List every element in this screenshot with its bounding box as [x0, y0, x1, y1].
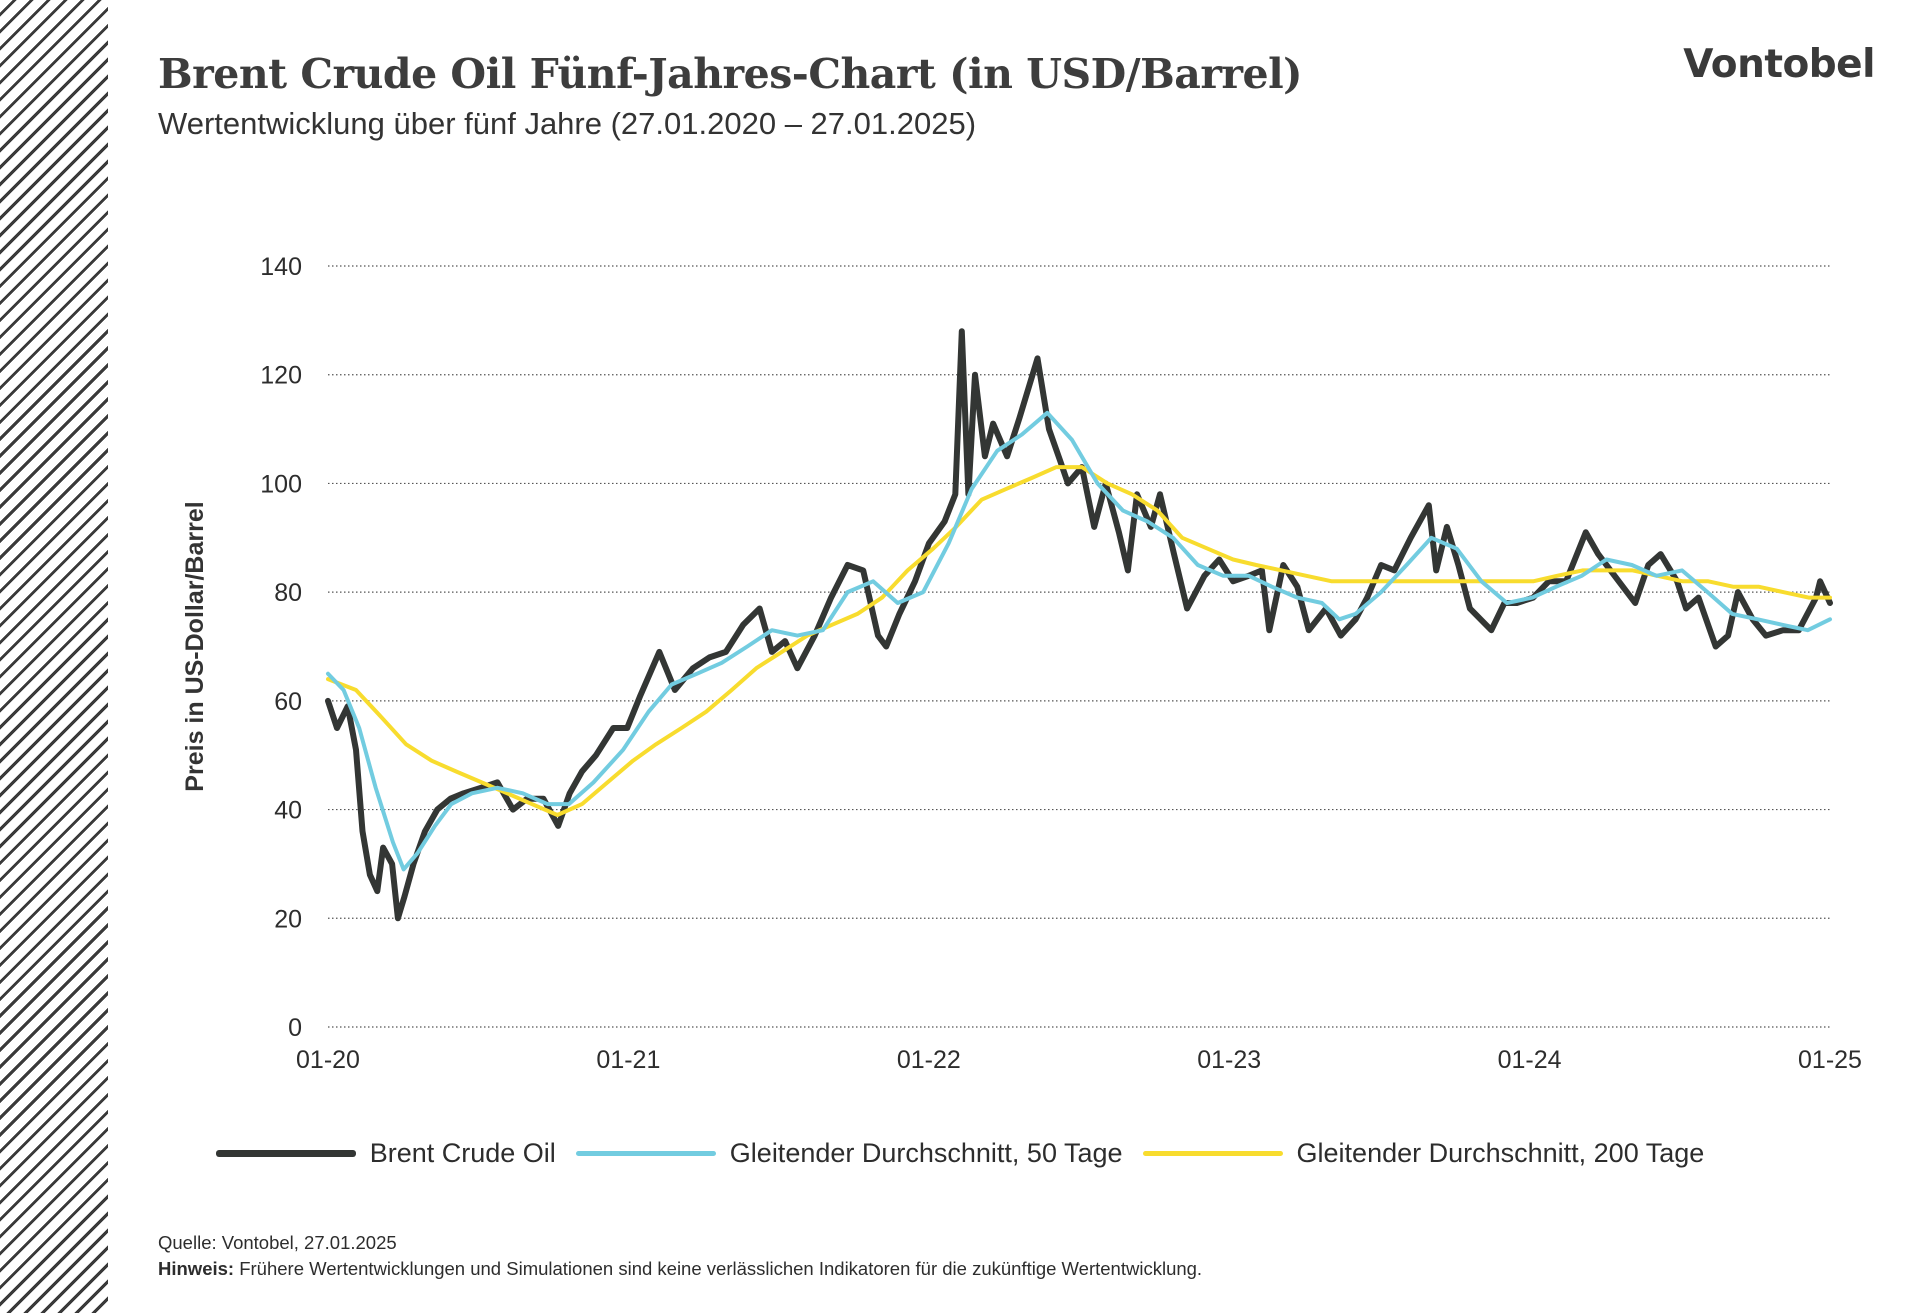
legend-swatch-ma200: [1142, 1151, 1283, 1156]
legend-label-ma50: Gleitender Durchschnitt, 50 Tage: [729, 1138, 1123, 1168]
legend-swatch-ma50: [575, 1151, 716, 1156]
vontobel-logo: Vontobel: [1683, 42, 1875, 87]
disclaimer-line: Hinweis: Frühere Wertentwicklungen und S…: [158, 1256, 1202, 1282]
y-tick-label: 120: [260, 362, 302, 390]
hatched-side-band: [0, 0, 108, 1313]
x-tick-label: 01-25: [1798, 1046, 1862, 1074]
x-tick-label: 01-22: [897, 1046, 961, 1074]
legend-swatch-brent: [215, 1150, 356, 1157]
y-tick-label: 60: [274, 688, 302, 716]
x-tick-label: 01-21: [596, 1046, 660, 1074]
x-tick-label: 01-20: [296, 1046, 360, 1074]
note-text: Frühere Wertentwicklungen und Simulation…: [239, 1258, 1203, 1279]
y-tick-label: 100: [260, 470, 302, 498]
note-label: Hinweis:: [158, 1258, 235, 1279]
legend-label-brent: Brent Crude Oil: [369, 1138, 556, 1168]
y-tick-label: 140: [260, 253, 302, 281]
y-tick-label: 80: [274, 579, 302, 607]
series-line-brent: [325, 328, 1833, 922]
y-tick-label: 0: [288, 1014, 302, 1042]
chart-footer: Quelle: Vontobel, 27.01.2025 Hinweis: Fr…: [158, 1230, 1202, 1282]
y-tick-label: 20: [274, 905, 302, 933]
x-tick-label: 01-23: [1197, 1046, 1261, 1074]
source-label: Quelle:: [158, 1232, 217, 1253]
x-tick-label: 01-24: [1498, 1046, 1562, 1074]
legend-item-brent: Brent Crude Oil: [215, 1138, 556, 1169]
chart-title: Brent Crude Oil Fünf-Jahres-Chart (in US…: [158, 50, 1303, 98]
chart-subtitle: Wertentwicklung über fünf Jahre (27.01.2…: [158, 106, 977, 141]
series-line-ma50: [326, 410, 1832, 872]
legend-label-ma200: Gleitender Durchschnitt, 200 Tage: [1296, 1138, 1705, 1168]
y-axis-title: Preis in US-Dollar/Barrel: [181, 501, 209, 791]
source-text: Vontobel, 27.01.2025: [221, 1232, 397, 1253]
series-line-ma200: [326, 465, 1832, 817]
source-line: Quelle: Vontobel, 27.01.2025: [158, 1230, 1202, 1256]
chart-legend: Brent Crude Oil Gleitender Durchschnitt,…: [0, 1138, 1920, 1169]
legend-item-ma50: Gleitender Durchschnitt, 50 Tage: [575, 1138, 1123, 1169]
legend-item-ma200: Gleitender Durchschnitt, 200 Tage: [1142, 1138, 1705, 1169]
y-tick-label: 40: [274, 797, 302, 825]
